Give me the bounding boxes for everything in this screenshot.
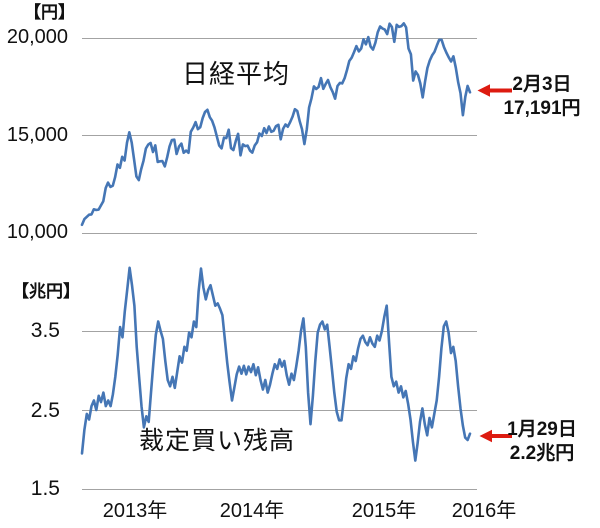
gridlines-bottom-chart	[82, 331, 477, 490]
annotation-top-value: 17,191円	[503, 98, 581, 120]
annotation-arrow-top	[477, 84, 512, 97]
ytick-2-5: 2.5	[30, 399, 60, 422]
xtick-2015: 2015年	[351, 500, 417, 522]
xtick-2014: 2014年	[219, 500, 285, 522]
arbitrage-line	[80, 266, 472, 462]
annotation-top: 2月3日 17,191円	[486, 73, 598, 122]
unit-label-trillion-yen: 【兆円】	[12, 282, 80, 301]
series-title-arbitrage: 裁定買い残高	[139, 427, 296, 455]
series-title-nikkei: 日経平均	[182, 59, 291, 89]
annotation-bottom-value: 2.2兆円	[509, 443, 575, 465]
ytick-15000: 15,000	[6, 124, 68, 146]
xtick-2013: 2013年	[102, 500, 168, 522]
nikkei-line	[80, 22, 472, 227]
annotation-top-date: 2月3日	[512, 74, 572, 95]
ytick-1-5: 1.5	[30, 477, 60, 500]
xtick-2016: 2016年	[451, 500, 517, 522]
annotation-bottom: 1月29日 2.2兆円	[486, 418, 598, 467]
ytick-10000: 10,000	[6, 221, 68, 243]
ytick-3-5: 3.5	[30, 319, 60, 342]
unit-label-yen: 【円】	[24, 3, 75, 22]
ytick-20000: 20,000	[6, 26, 68, 48]
annotation-bottom-date: 1月29日	[507, 419, 577, 440]
annotation-arrow-bottom	[479, 429, 512, 443]
